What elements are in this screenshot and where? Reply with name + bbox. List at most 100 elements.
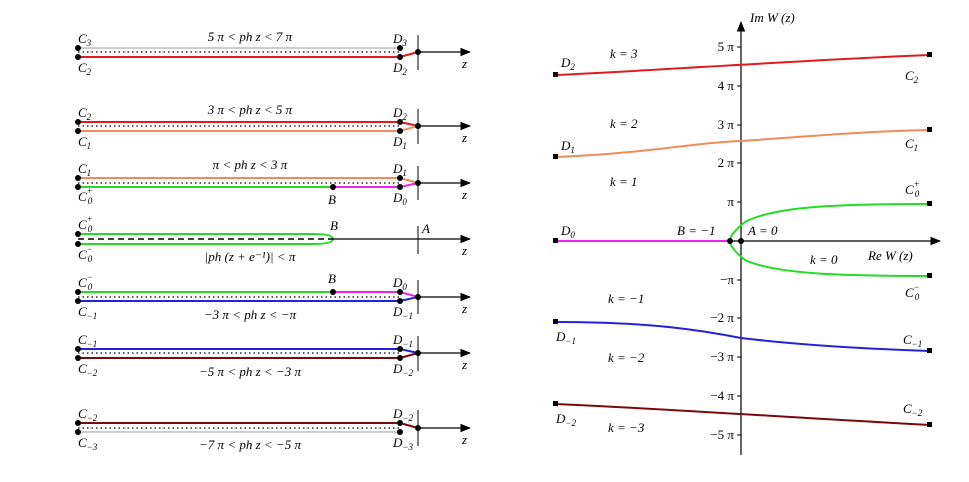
point-D1	[397, 175, 403, 181]
point-Cm1	[75, 298, 81, 304]
label-bottom-left: C2	[78, 60, 92, 77]
ytick-label: −3 π	[710, 349, 734, 364]
curve-k3-k2-boundary	[555, 54, 931, 76]
branch-label-k0: k = 0	[810, 252, 838, 267]
label-top-right: D−2	[392, 406, 413, 423]
ytick-label: 4 π	[718, 78, 735, 93]
image-curve-km2-tip	[399, 422, 419, 429]
label-top-left: C−1	[78, 332, 97, 349]
point-C1	[75, 128, 81, 134]
point-C0-minus	[75, 289, 81, 295]
endpoint-C0-plus	[927, 201, 932, 206]
endpoint-Dm1	[553, 319, 558, 324]
image-branch-cut-tip	[399, 182, 419, 188]
point-D2	[397, 54, 403, 60]
label-bottom-right: D−1	[392, 304, 413, 321]
branch-label-km2: k = −2	[608, 350, 645, 365]
strip-row-4: C+ 0 C− 0 B A |ph (z + e⁻¹)| < π z	[75, 214, 472, 264]
ytick-label: 2 π	[718, 155, 735, 170]
label-bottom-right: D−3	[392, 435, 413, 452]
point-C3	[75, 45, 81, 51]
end-label-D0: D0	[560, 223, 575, 240]
label-top-right: D1	[392, 161, 407, 178]
endpoint-Cm1	[927, 348, 932, 353]
axis-label-z: z	[461, 130, 467, 145]
axis-label-z: z	[461, 56, 467, 71]
origin-point	[415, 49, 421, 55]
end-label-C0-minus: C− 0	[905, 282, 920, 302]
point-B	[330, 289, 336, 295]
endpoint-D2	[553, 72, 558, 77]
image-curve-km2-tip	[399, 352, 419, 359]
branch-label-k2: k = 2	[610, 116, 638, 131]
branch-label-k1: k = 1	[610, 174, 638, 189]
end-label-C1: C1	[905, 136, 918, 153]
label-top-left: C− 0	[78, 272, 93, 292]
label-bottom-left: C−3	[78, 435, 98, 452]
point-D0	[397, 184, 403, 190]
label-B: B	[330, 218, 338, 233]
label-bottom-left: C− 0	[78, 244, 93, 264]
end-label-Dm2: D−2	[555, 411, 576, 428]
image-branch-cut-tip	[399, 291, 419, 298]
ytick-label: −2 π	[710, 310, 734, 325]
axis-label-z: z	[461, 187, 467, 202]
label-bottom-right: D0	[392, 190, 407, 207]
re-axis-label: Re W (z)	[867, 248, 913, 263]
point-Dm1	[397, 298, 403, 304]
point-Cm1	[75, 346, 81, 352]
strip-row-1: C3 C2 D3 D2 5 π < ph z < 7 π z	[75, 29, 472, 77]
label-B-value: B = −1	[677, 223, 716, 238]
point-D1	[397, 128, 403, 134]
label-top-right: D3	[392, 31, 407, 48]
label-B: B	[328, 271, 336, 286]
image-curve-km1-tip	[399, 348, 419, 354]
point-B	[727, 238, 733, 244]
label-B: B	[328, 192, 336, 207]
label-top-right: D0	[392, 275, 407, 292]
point-C0-plus	[75, 231, 81, 237]
branch-label-km1: k = −1	[608, 291, 644, 306]
point-C1	[75, 175, 81, 181]
origin-point	[415, 123, 421, 129]
image-curve-k2-tip	[399, 51, 419, 58]
ytick-label: −π	[720, 272, 734, 287]
endpoint-D0	[553, 238, 558, 243]
label-A-value: A = 0	[747, 223, 778, 238]
point-C2	[75, 119, 81, 125]
label-top-left: C2	[78, 105, 92, 122]
endpoint-Dm2	[553, 401, 558, 406]
label-bottom-right: D−2	[392, 361, 413, 378]
right-panel: Im W (z) Re W (z) 5 π 4 π 3 π 2 π π −π −…	[553, 10, 942, 455]
point-A	[738, 238, 744, 244]
image-curve-km1-tip	[399, 296, 419, 302]
point-Dm1	[397, 346, 403, 352]
point-Dm2	[397, 420, 403, 426]
strip-row-7: C−2 C−3 D−2 D−3 −7 π < ph z < −5 π z	[75, 406, 472, 452]
axis-label-z: z	[461, 357, 467, 372]
axis-label-z: z	[461, 301, 467, 316]
point-Cm3	[75, 429, 81, 435]
phase-condition: −7 π < ph z < −5 π	[199, 437, 301, 452]
ytick-label: −4 π	[710, 388, 734, 403]
ytick-label: π	[727, 194, 734, 209]
ytick-label: 5 π	[718, 39, 735, 54]
end-label-D1: D1	[560, 138, 575, 155]
label-top-left: C−2	[78, 406, 98, 423]
strip-row-3: C1 C+ 0 D1 D0 B π < ph z < 3 π z	[75, 157, 472, 207]
ytick-label: 3 π	[718, 117, 735, 132]
phase-condition: −3 π < ph z < −π	[204, 307, 297, 322]
axis-label-z: z	[461, 432, 467, 447]
origin-point	[415, 294, 421, 300]
end-label-Dm1: D−1	[555, 329, 576, 346]
label-bottom-right: D1	[392, 134, 407, 151]
label-top-left: C3	[78, 31, 92, 48]
end-label-Cm1: C−1	[903, 332, 922, 349]
label-bottom-left: C1	[78, 134, 91, 151]
label-bottom-left: C+ 0	[78, 186, 93, 206]
label-top-right: D−1	[392, 332, 413, 349]
origin-point	[415, 350, 421, 356]
branch-label-km3: k = −3	[608, 420, 645, 435]
curve-km2-km3-boundary	[555, 403, 931, 426]
